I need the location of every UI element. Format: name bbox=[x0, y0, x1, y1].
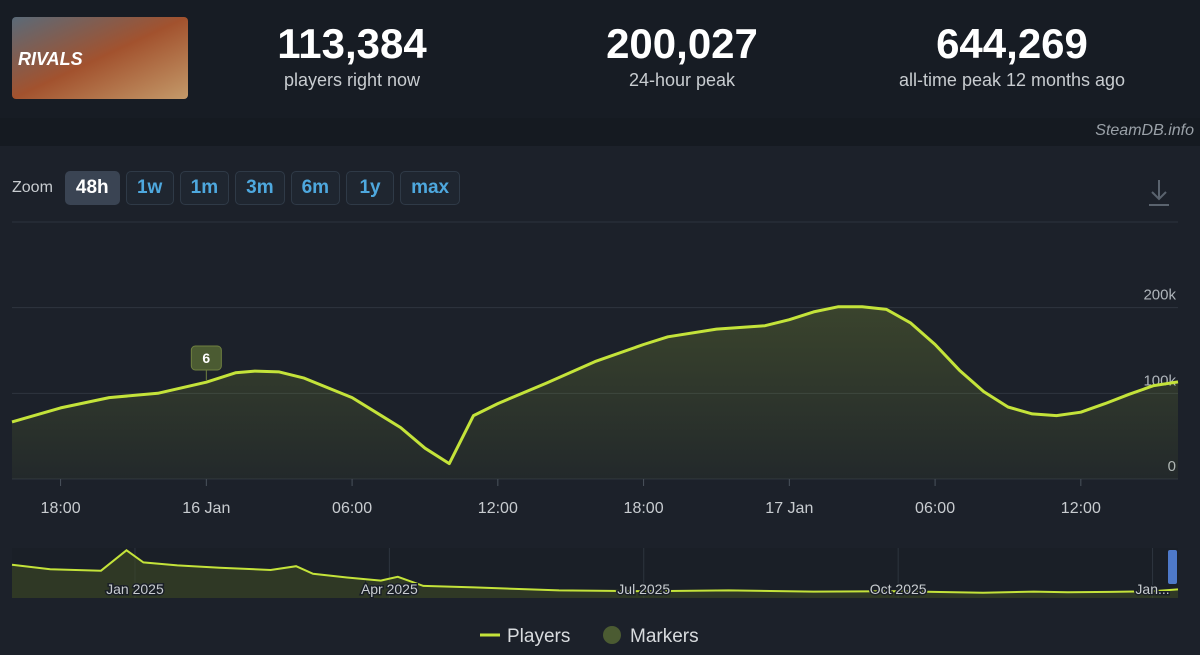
zoom-bar: Zoom 48h 1w 1m 3m 6m 1y max bbox=[12, 170, 461, 206]
zoom-button[interactable]: 1w bbox=[125, 171, 174, 205]
x-tick-label: 12:00 bbox=[478, 500, 518, 517]
download-icon[interactable] bbox=[1149, 180, 1169, 206]
stat: 644,269 all-time peak 12 months ago bbox=[847, 20, 1177, 91]
x-tick-label: 18:00 bbox=[41, 500, 81, 517]
logo-text: RIVALS bbox=[18, 49, 83, 69]
stat-label: all-time peak 12 months ago bbox=[898, 70, 1126, 90]
area-fill bbox=[12, 306, 1178, 479]
x-tick-label: 06:00 bbox=[915, 500, 955, 517]
legend-label: Players bbox=[507, 626, 570, 647]
zoom-button[interactable]: 1m bbox=[179, 171, 230, 205]
stat-label: players right now bbox=[283, 70, 421, 90]
navigator-area bbox=[12, 550, 1178, 598]
navigator-label: Oct 2025 bbox=[870, 581, 927, 597]
x-tick-label: 06:00 bbox=[332, 500, 372, 517]
y-tick-label: 200k bbox=[1143, 287, 1176, 304]
navigator-line bbox=[11, 549, 1179, 594]
zoom-button[interactable]: max bbox=[400, 171, 461, 205]
stat: 113,384 players right now bbox=[187, 20, 517, 91]
navigator-handle[interactable] bbox=[1168, 550, 1177, 584]
game-logo[interactable]: RIVALS bbox=[12, 17, 188, 99]
stat-value: 113,384 bbox=[277, 20, 427, 67]
navigator-label: Jan 2025 bbox=[106, 581, 164, 597]
header: RIVALS 113,384 players right now 200,027 2… bbox=[0, 0, 1200, 118]
legend-label: Markers bbox=[630, 626, 699, 647]
source-band: SteamDB.info bbox=[0, 118, 1200, 146]
x-tick-label: 18:00 bbox=[624, 500, 664, 517]
stat: 200,027 24-hour peak bbox=[517, 20, 847, 91]
stat-value: 644,269 bbox=[936, 20, 1088, 67]
navigator-label: Jan... bbox=[1135, 581, 1169, 597]
x-tick-label: 17 Jan bbox=[765, 500, 813, 517]
zoom-button[interactable]: 3m bbox=[235, 171, 285, 205]
zoom-label: Zoom bbox=[12, 179, 53, 196]
marker-label: 6 bbox=[202, 350, 210, 366]
legend-swatch bbox=[603, 626, 621, 644]
x-tick-label: 12:00 bbox=[1061, 500, 1101, 517]
x-tick-label: 16 Jan bbox=[182, 500, 230, 517]
zoom-button[interactable]: 6m bbox=[290, 171, 341, 205]
navigator-label: Jul 2025 bbox=[617, 581, 670, 597]
navigator-label: Apr 2025 bbox=[361, 581, 418, 597]
stat-value: 200,027 bbox=[606, 20, 758, 67]
marker bbox=[190, 345, 222, 371]
source[interactable]: SteamDB.info bbox=[1095, 122, 1194, 139]
zoom-button[interactable]: 1y bbox=[346, 171, 395, 205]
line bbox=[11, 305, 1179, 466]
zoom-button[interactable]: 48h bbox=[64, 171, 120, 205]
stat-label: 24-hour peak bbox=[628, 70, 736, 90]
